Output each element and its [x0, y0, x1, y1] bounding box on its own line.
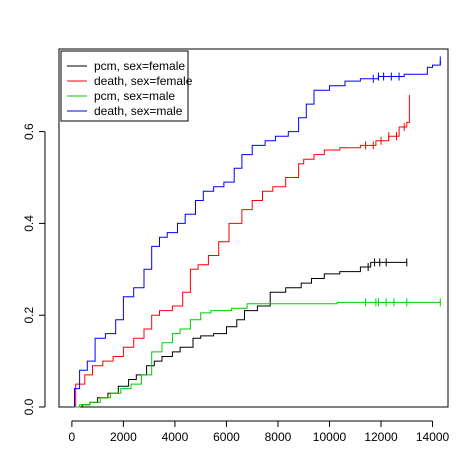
plot-frame	[58, 48, 449, 408]
axes: 0 2000 4000 6000 8000 10000 12000 14000 0.0 0.2 0.…	[22, 123, 450, 444]
x-tick-label: 14000	[416, 430, 450, 444]
x-tick-label: 4000	[162, 430, 189, 444]
series-line	[71, 261, 407, 408]
y-tick-label: 0.6	[22, 123, 36, 140]
x-tick-label: 2000	[110, 430, 137, 444]
series-1	[71, 94, 410, 408]
legend-label: pcm, sex=male	[94, 89, 175, 103]
x-tick-label: 6000	[213, 430, 240, 444]
x-tick-label: 10000	[313, 430, 347, 444]
y-tick-label: 0.0	[22, 398, 36, 415]
series-line	[71, 60, 441, 408]
legend-box	[60, 50, 189, 122]
legend-label: death, sex=male	[94, 104, 183, 118]
series-line	[71, 94, 410, 408]
x-tick-label: 8000	[265, 430, 292, 444]
series-layer	[71, 56, 441, 408]
series-line	[71, 301, 441, 408]
series-3	[71, 56, 441, 408]
series-2	[71, 298, 441, 408]
legend-label: death, sex=female	[94, 74, 193, 88]
y-tick-label: 0.4	[22, 215, 36, 232]
series-0	[71, 258, 408, 408]
x-tick-label: 0	[69, 430, 76, 444]
y-tick-label: 0.2	[22, 307, 36, 324]
legend-label: pcm, sex=female	[94, 59, 185, 73]
x-tick-label: 12000	[364, 430, 398, 444]
